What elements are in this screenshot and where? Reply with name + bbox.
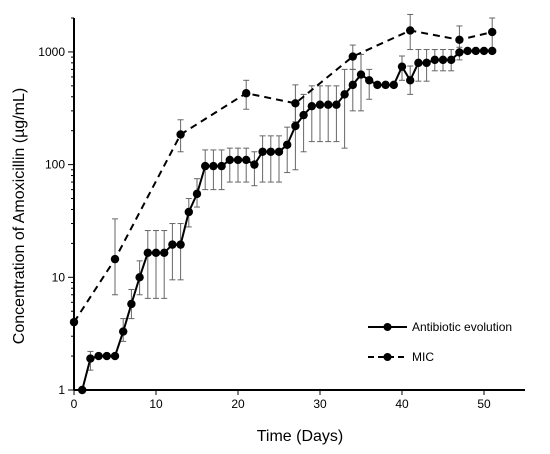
data-point-antibiotic-evolution <box>168 240 177 249</box>
legend-label-antibiotic-evolution: Antibiotic evolution <box>412 320 512 334</box>
y-tick-label: 100 <box>45 158 65 172</box>
data-point-antibiotic-evolution <box>160 248 169 257</box>
data-point-mic <box>348 52 357 61</box>
axes-layer <box>68 17 525 395</box>
data-point-antibiotic-evolution <box>233 155 243 165</box>
error-bars-layer <box>87 13 496 371</box>
data-point-antibiotic-evolution <box>340 90 349 99</box>
legend-item-mic: MIC <box>368 350 434 364</box>
data-point-antibiotic-evolution <box>184 207 193 217</box>
data-point-antibiotic-evolution <box>102 351 112 361</box>
data-point-antibiotic-evolution <box>299 110 308 120</box>
x-tick-label: 10 <box>149 397 163 411</box>
data-point-antibiotic-evolution <box>488 46 497 56</box>
series-line-mic <box>73 29 493 323</box>
data-point-antibiotic-evolution <box>365 76 374 85</box>
legend-swatch-marker <box>383 353 392 361</box>
data-point-antibiotic-evolution <box>250 160 259 169</box>
x-tick-label: 30 <box>313 397 327 411</box>
data-point-antibiotic-evolution <box>414 58 423 68</box>
series-lines-layer <box>73 29 493 391</box>
data-point-antibiotic-evolution <box>135 273 144 282</box>
data-point-antibiotic-evolution <box>86 354 95 363</box>
data-point-mic <box>488 27 497 37</box>
data-point-antibiotic-evolution <box>430 55 439 65</box>
data-point-antibiotic-evolution <box>381 80 390 90</box>
y-tick-label: 10 <box>52 270 66 284</box>
legend-item-antibiotic-evolution: Antibiotic evolution <box>368 320 512 334</box>
data-point-antibiotic-evolution <box>447 55 456 65</box>
data-point-mic <box>406 26 415 35</box>
x-tick-label: 0 <box>71 397 78 411</box>
data-point-antibiotic-evolution <box>348 80 357 90</box>
data-point-antibiotic-evolution <box>209 161 218 171</box>
data-point-antibiotic-evolution <box>291 121 300 131</box>
data-point-antibiotic-evolution <box>225 155 234 165</box>
data-point-antibiotic-evolution <box>479 46 489 56</box>
data-point-antibiotic-evolution <box>274 147 284 156</box>
data-point-antibiotic-evolution <box>78 385 87 395</box>
data-point-mic <box>176 130 185 139</box>
legend-swatch-marker <box>383 323 392 331</box>
data-point-antibiotic-evolution <box>110 351 120 361</box>
data-point-antibiotic-evolution <box>422 58 431 68</box>
data-point-antibiotic-evolution <box>201 161 210 171</box>
data-point-antibiotic-evolution <box>438 55 448 65</box>
legend-label-mic: MIC <box>412 350 434 364</box>
data-point-antibiotic-evolution <box>192 189 202 199</box>
legend: Antibiotic evolution MIC <box>368 320 512 364</box>
data-point-antibiotic-evolution <box>143 248 152 257</box>
data-point-mic <box>110 254 120 264</box>
data-point-antibiotic-evolution <box>127 299 136 309</box>
tick-labels-layer: 1 10 100 1000 0 10 20 30 40 50 <box>38 45 491 411</box>
data-point-antibiotic-evolution <box>283 140 292 149</box>
x-tick-label: 50 <box>477 397 491 411</box>
data-point-antibiotic-evolution <box>315 100 325 109</box>
data-point-antibiotic-evolution <box>397 62 407 71</box>
data-point-antibiotic-evolution <box>258 147 267 156</box>
data-point-mic <box>69 317 79 327</box>
data-points-layer <box>69 26 497 395</box>
data-point-antibiotic-evolution <box>332 100 341 109</box>
x-tick-label: 40 <box>395 397 409 411</box>
data-point-antibiotic-evolution <box>324 100 333 109</box>
data-point-antibiotic-evolution <box>176 240 185 249</box>
data-point-antibiotic-evolution <box>455 48 464 57</box>
data-point-antibiotic-evolution <box>266 147 275 156</box>
data-point-antibiotic-evolution <box>217 161 226 171</box>
x-tick-label: 20 <box>231 397 245 411</box>
data-point-antibiotic-evolution <box>307 101 316 111</box>
y-tick-label: 1 <box>58 383 65 397</box>
data-point-antibiotic-evolution <box>389 80 398 90</box>
data-point-antibiotic-evolution <box>373 80 382 90</box>
data-point-antibiotic-evolution <box>471 46 480 56</box>
data-point-antibiotic-evolution <box>119 327 128 336</box>
data-point-mic <box>455 35 464 45</box>
y-axis-title: Concentration of Amoxicillin (µg/mL) <box>11 88 28 344</box>
series-line-antibiotic-evolution <box>81 50 493 391</box>
data-point-antibiotic-evolution <box>406 76 415 85</box>
data-point-mic <box>242 89 251 98</box>
y-tick-label: 1000 <box>38 45 65 59</box>
data-point-antibiotic-evolution <box>242 155 251 165</box>
data-point-antibiotic-evolution <box>94 351 103 361</box>
data-point-antibiotic-evolution <box>356 70 366 79</box>
x-axis-title: Time (Days) <box>257 428 344 445</box>
data-point-antibiotic-evolution <box>463 46 472 56</box>
data-point-mic <box>291 99 300 108</box>
data-point-antibiotic-evolution <box>151 248 161 257</box>
